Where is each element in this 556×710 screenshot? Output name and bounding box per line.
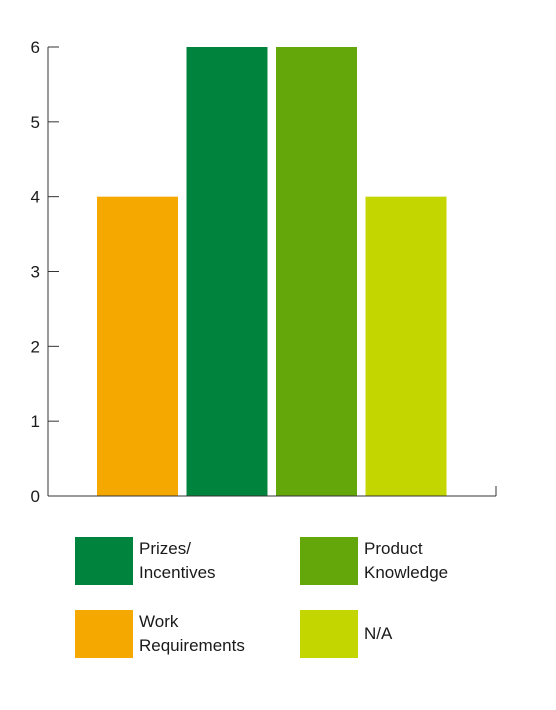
legend-swatch [300,537,358,585]
legend-item-na: N/A [300,610,392,658]
y-tick-label: 2 [31,337,40,356]
y-axis-ticks: 0 1 2 3 4 5 6 [31,38,59,506]
bar [276,47,357,496]
legend-swatch [75,537,133,585]
legend-item-prizes-incentives: Prizes/ Incentives [75,537,216,585]
y-tick-label: 1 [31,412,40,431]
legend-item-product-knowledge: Product Knowledge [300,537,448,585]
bar [97,196,178,496]
y-tick-label: 0 [31,487,40,506]
bar-group [97,47,447,496]
y-tick-label: 4 [31,188,40,207]
y-tick-label: 6 [31,38,40,57]
y-tick-label: 5 [31,113,40,132]
legend-swatch [75,610,133,658]
legend-label: Prizes/ Incentives [139,539,216,582]
bar [365,196,447,496]
legend: Prizes/ Incentives Product Knowledge Wor… [75,537,535,667]
y-tick-label: 3 [31,263,40,282]
legend-swatch [300,610,358,658]
legend-label: Product Knowledge [364,539,449,582]
legend-item-work-requirements: Work Requirements [75,610,245,658]
bar [186,47,268,496]
legend-label: Work Requirements [139,612,245,655]
legend-label: N/A [364,624,393,643]
